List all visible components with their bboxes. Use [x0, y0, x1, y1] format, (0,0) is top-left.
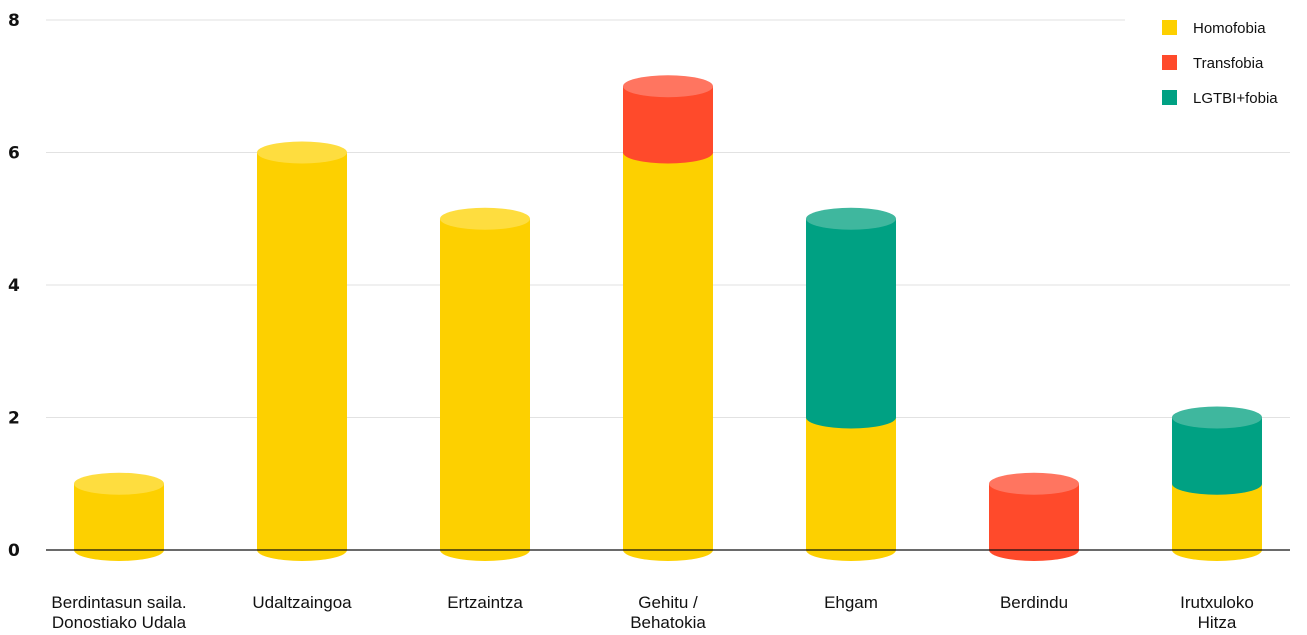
bar-stack	[1172, 406, 1262, 561]
legend-swatch	[1162, 20, 1177, 35]
x-axis-ticks: Berdintasun saila. Donostiako Udala Udaltz…	[51, 593, 1253, 632]
bar-stack	[806, 207, 896, 561]
legend-swatch	[1162, 90, 1177, 105]
bar-cap	[1172, 406, 1262, 429]
bar-cap	[806, 207, 896, 230]
x-tick-label: Irutxuloko Hitza	[1180, 593, 1254, 632]
legend-swatch	[1162, 55, 1177, 70]
bar-segment-homofobia	[623, 152, 713, 561]
bar-cap	[623, 75, 713, 98]
legend: Homofobia Transfobia LGTBI+fobia	[1162, 20, 1278, 107]
y-tick-label: 8	[8, 11, 20, 31]
bar-stack	[623, 75, 713, 561]
x-tick-label: Ertzaintza	[447, 593, 523, 612]
bar-stack	[257, 141, 347, 561]
bar-segment-homofobia	[1172, 483, 1262, 561]
bar-segment-transfobia	[623, 86, 713, 164]
y-tick-label: 2	[8, 409, 20, 429]
bar-segment-lgtbi-fobia	[1172, 417, 1262, 495]
bar-segment-transfobia	[989, 483, 1079, 561]
bar-stack	[74, 472, 164, 561]
x-tick-label: Udaltzaingoa	[252, 593, 352, 612]
legend-item: Homofobia	[1162, 20, 1266, 37]
legend-label: Homofobia	[1193, 20, 1266, 37]
bar-cap	[989, 472, 1079, 495]
x-tick-label: Berdintasun saila. Donostiako Udala	[51, 593, 186, 632]
y-tick-label: 6	[8, 144, 20, 164]
x-tick-label: Ehgam	[824, 593, 878, 612]
y-axis-ticks: 0 2 4 6 8	[8, 11, 20, 561]
bar-stack	[440, 207, 530, 561]
x-tick-label: Gehitu / Behatokia	[630, 593, 706, 632]
bar-cap	[257, 141, 347, 164]
legend-item: Transfobia	[1162, 55, 1264, 72]
y-tick-label: 0	[8, 541, 20, 561]
bar-segment-homofobia	[257, 152, 347, 561]
bars	[74, 75, 1262, 561]
legend-label: Transfobia	[1193, 55, 1264, 72]
bar-segment-homofobia	[440, 218, 530, 561]
bar-segment-homofobia	[74, 483, 164, 561]
legend-label: LGTBI+fobia	[1193, 90, 1278, 107]
bar-segment-homofobia	[806, 417, 896, 561]
bar-cap	[74, 472, 164, 495]
legend-item: LGTBI+fobia	[1162, 90, 1278, 107]
bar-stack	[989, 472, 1079, 561]
x-tick-label: Berdindu	[1000, 593, 1068, 612]
bar-cap	[440, 207, 530, 230]
bar-segment-lgtbi-fobia	[806, 218, 896, 429]
y-tick-label: 4	[8, 276, 20, 296]
